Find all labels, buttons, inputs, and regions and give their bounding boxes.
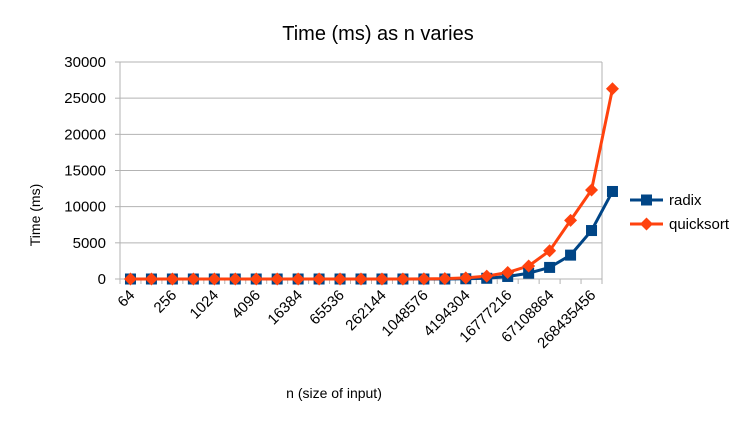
point-radix [565, 249, 577, 261]
x-axis-label: n (size of input) [286, 385, 382, 401]
y-tick-label: 30000 [64, 54, 106, 71]
series-line-radix [130, 190, 614, 281]
point-quicksort [605, 82, 619, 96]
point-quicksort [522, 259, 536, 273]
point-quicksort [228, 272, 242, 286]
point-quicksort [501, 265, 515, 279]
series-line-quicksort [130, 88, 614, 281]
x-tick-label: 64 [114, 287, 138, 311]
legend-label-quicksort: quicksort [669, 216, 730, 233]
point-quicksort [354, 272, 368, 286]
point-radix [586, 225, 598, 237]
y-tick-label: 20000 [64, 126, 106, 143]
point-quicksort [396, 272, 410, 286]
point-radix [544, 261, 556, 273]
chart-title: Time (ms) as n varies [282, 23, 474, 45]
y-tick-label: 25000 [64, 90, 106, 107]
x-tick-label: 4096 [228, 287, 264, 323]
legend: radix quicksort [630, 192, 730, 233]
legend-marker-quicksort [640, 217, 653, 231]
point-quicksort [207, 272, 221, 286]
y-tick-label: 10000 [64, 199, 106, 216]
legend-marker-radix [641, 194, 652, 206]
x-axis-ticks: 64 256 1024 4096 16384 6553626214410485764194… [114, 279, 603, 352]
point-quicksort [459, 271, 473, 285]
y-tick-label: 5000 [73, 235, 106, 252]
point-quicksort [144, 272, 158, 286]
grid [119, 61, 603, 280]
point-quicksort [249, 272, 263, 286]
point-quicksort [438, 272, 452, 286]
x-tick-label: 256 [150, 287, 180, 317]
point-quicksort [333, 272, 347, 286]
y-axis-ticks: 0 5000 10000 15000 20000 25000 30000 [64, 54, 120, 288]
point-radix [606, 185, 618, 197]
point-quicksort [165, 272, 179, 286]
x-tick-label: 1024 [187, 287, 223, 323]
x-tick-label: 16384 [264, 287, 306, 329]
point-radix [523, 267, 535, 279]
point-quicksort [375, 272, 389, 286]
point-quicksort [564, 213, 578, 227]
point-quicksort [291, 272, 305, 286]
point-quicksort [270, 272, 284, 286]
point-quicksort [312, 272, 326, 286]
point-quicksort [186, 272, 200, 286]
point-quicksort [123, 272, 137, 286]
point-quicksort [585, 183, 599, 197]
point-quicksort [543, 244, 557, 258]
legend-label-radix: radix [669, 192, 702, 209]
point-quicksort [480, 269, 494, 283]
y-tick-label: 15000 [64, 163, 106, 180]
y-tick-label: 0 [98, 271, 106, 288]
series-layer [123, 82, 619, 286]
point-quicksort [417, 272, 431, 286]
y-axis-label: Time (ms) [27, 184, 43, 246]
